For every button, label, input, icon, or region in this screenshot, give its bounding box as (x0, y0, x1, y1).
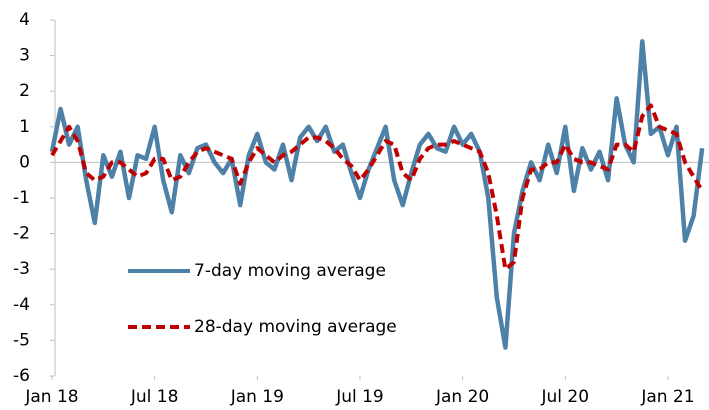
y-tick-label: -6 (13, 366, 30, 386)
x-tick-label: Jan 20 (435, 387, 489, 407)
y-tick-label: -5 (13, 330, 30, 350)
x-tick-label: Jul 19 (335, 387, 384, 407)
x-tick-label: Jan 19 (230, 387, 284, 407)
x-tick-label: Jul 18 (130, 387, 179, 407)
y-tick-label: -4 (13, 295, 30, 315)
x-tick-label: Jul 20 (541, 387, 590, 407)
x-tick-label: Jan 18 (24, 387, 78, 407)
series-line (49, 39, 705, 350)
y-tick-label: -2 (13, 224, 30, 244)
x-tick-label: Jan 21 (640, 387, 694, 407)
y-tick-label: 3 (19, 46, 30, 66)
y-tick-label: 4 (19, 10, 30, 30)
y-tick-label: -1 (13, 188, 30, 208)
series-line (50, 103, 704, 272)
y-tick-label: -3 (13, 259, 30, 279)
y-tick-label: 0 (19, 152, 30, 172)
legend-label: 7-day moving average (194, 261, 386, 281)
legend-label: 28-day moving average (194, 317, 397, 337)
y-tick-label: 1 (19, 117, 30, 137)
y-tick-label: 2 (19, 81, 30, 101)
